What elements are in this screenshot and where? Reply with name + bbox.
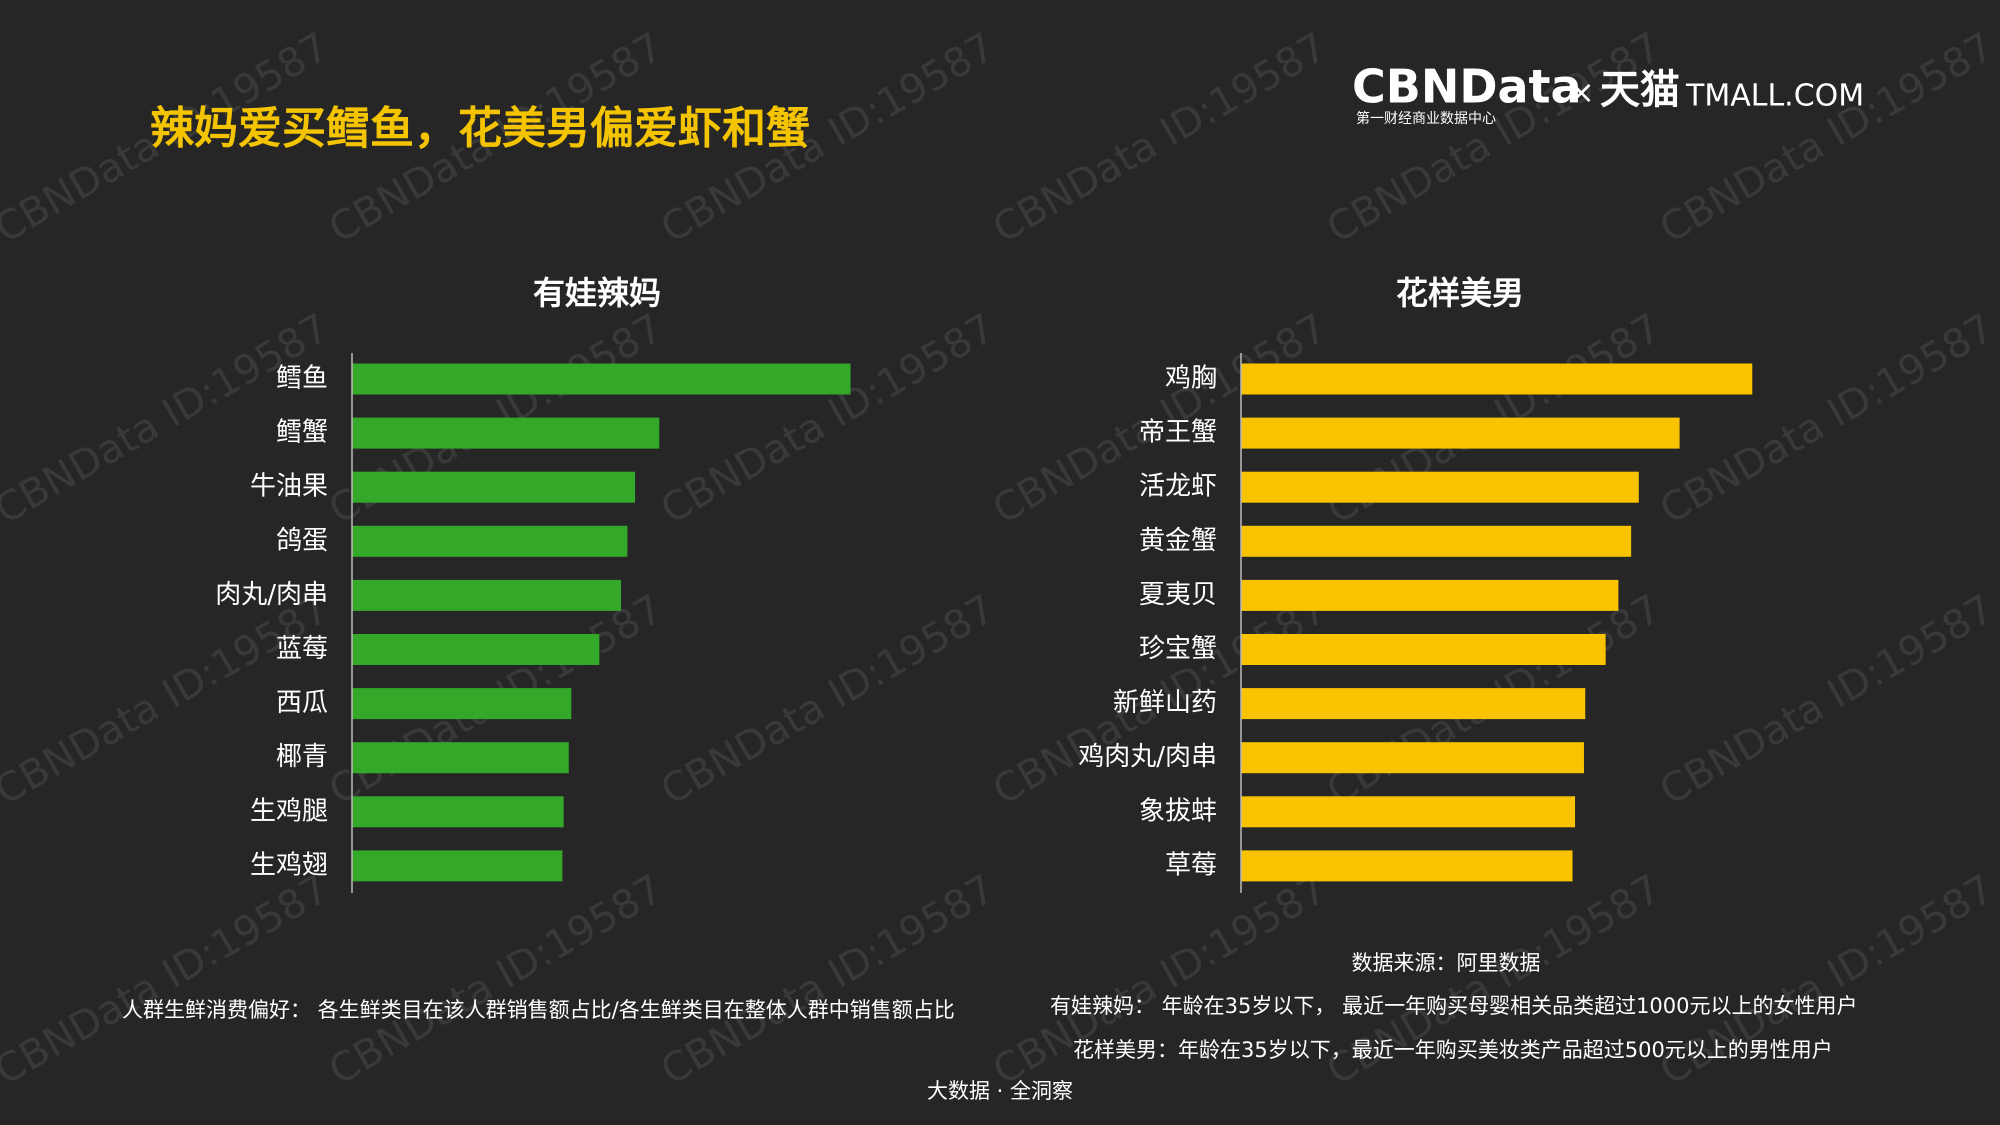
note-moms: 有娃辣妈： 年龄在35岁以下， 最近一年购买母婴相关品类超过1000元以上的女性…: [1050, 994, 1858, 1018]
chart-title: 花样美男: [1396, 274, 1524, 312]
category-label: 黄金蟹: [1139, 526, 1217, 556]
note-men: 花样美男：年龄在35岁以下，最近一年购买美妆类产品超过500元以上的男性用户: [1073, 1038, 1833, 1062]
bar: [352, 417, 660, 449]
category-label: 夏夷贝: [1139, 580, 1217, 610]
category-label: 鸡胸: [1165, 364, 1217, 394]
category-label: 蓝莓: [276, 634, 328, 664]
bar: [352, 525, 628, 557]
bar: [352, 471, 636, 503]
bar: [352, 688, 572, 720]
category-label: 椰青: [276, 742, 328, 772]
category-label: 西瓜: [276, 688, 328, 718]
category-label: 牛油果: [250, 472, 328, 502]
category-label: 生鸡翅: [250, 850, 328, 880]
category-label: 肉丸/肉串: [215, 580, 328, 610]
bar: [1241, 850, 1573, 882]
bar: [1241, 579, 1619, 611]
logo-tmall-en: TMALL.COM: [1685, 79, 1864, 114]
logo-tmall-cn: 天猫: [1600, 67, 1680, 113]
bar: [1241, 525, 1632, 557]
bar: [352, 742, 569, 774]
note-definition: 人群生鲜消费偏好： 各生鲜类目在该人群销售额占比/各生鲜类目在整体人群中销售额占…: [122, 998, 955, 1022]
bar: [1241, 363, 1753, 395]
bar: [1241, 471, 1639, 503]
bar: [352, 363, 851, 395]
bar: [1241, 742, 1584, 774]
logo-subtitle: 第一财经商业数据中心: [1356, 110, 1496, 127]
note-source: 数据来源：阿里数据: [1352, 951, 1541, 975]
category-label: 帝王蟹: [1139, 418, 1217, 448]
bar: [352, 796, 564, 828]
logo-cross: ×: [1568, 73, 1595, 111]
page-title: 辣妈爱买鳕鱼，花美男偏爱虾和蟹: [150, 103, 810, 154]
category-label: 活龙虾: [1139, 472, 1217, 502]
chart-title: 有娃辣妈: [533, 274, 661, 312]
bar: [1241, 796, 1576, 828]
category-label: 鸽蛋: [276, 526, 328, 556]
bar: [352, 850, 563, 882]
bar: [1241, 634, 1606, 665]
category-label: 草莓: [1165, 850, 1217, 880]
bar: [1241, 688, 1586, 720]
bar: [352, 579, 622, 611]
bar: [352, 634, 600, 665]
bar: [1241, 417, 1680, 449]
logo-brand: CBNData: [1352, 60, 1582, 114]
category-label: 珍宝蟹: [1139, 634, 1217, 664]
category-label: 鳕鱼: [276, 364, 328, 394]
category-label: 生鸡腿: [250, 796, 328, 826]
category-label: 象拔蚌: [1139, 796, 1217, 826]
category-label: 鸡肉丸/肉串: [1078, 742, 1217, 772]
category-label: 新鲜山药: [1113, 688, 1217, 718]
category-label: 鳕蟹: [276, 418, 328, 448]
footer: 大数据 · 全洞察: [927, 1079, 1073, 1103]
